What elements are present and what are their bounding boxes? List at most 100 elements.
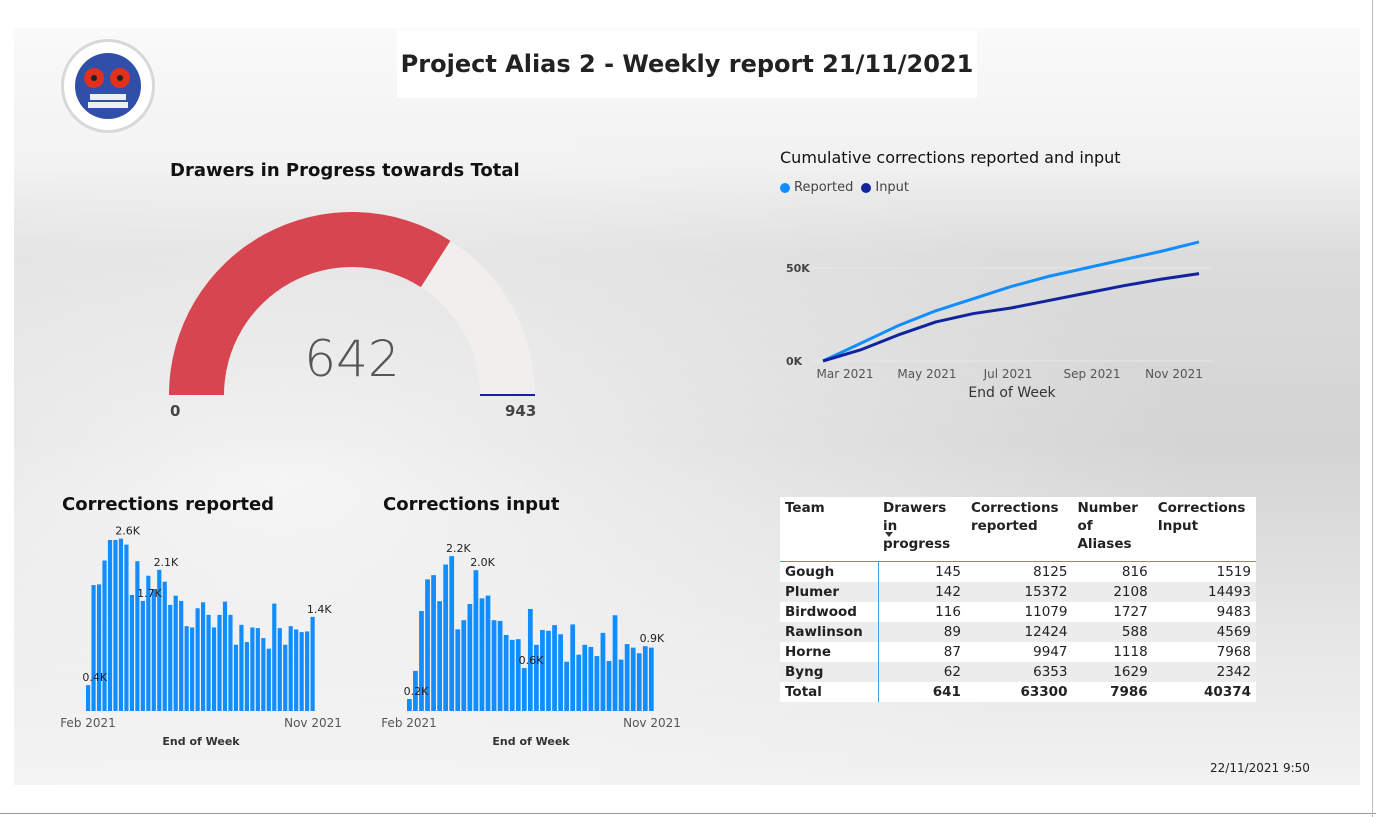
table-cell: 14493 (1152, 581, 1256, 602)
bar (564, 661, 570, 711)
bar (419, 611, 424, 711)
gauge-min: 0 (170, 402, 181, 420)
legend-reported: Reported (794, 180, 854, 195)
bar (107, 539, 113, 711)
bar (618, 659, 624, 711)
bar (195, 608, 200, 711)
column-header[interactable]: Team (780, 497, 878, 562)
x-tick: May 2021 (897, 367, 956, 381)
bar (552, 625, 557, 711)
x-tick: Feb 2021 (381, 716, 437, 730)
bar (642, 646, 648, 711)
bar (534, 644, 539, 711)
table-cell: 1118 (1113, 643, 1148, 660)
table-cell: 2342 (1152, 661, 1256, 682)
table-cell: Total (780, 681, 879, 702)
table-cell: 7986 (1110, 683, 1148, 700)
bar (135, 561, 140, 711)
bar (255, 628, 260, 711)
western-front-association-logo (61, 39, 155, 133)
column-header[interactable]: Number of Aliases (1072, 497, 1153, 562)
bar (521, 668, 527, 711)
table-cell: 142 (878, 581, 966, 602)
bar (157, 569, 162, 711)
table-cell: Plumer (780, 581, 879, 602)
table-cell: 816 (1121, 563, 1148, 580)
table-cell: 8125 (1033, 563, 1068, 580)
bar (140, 600, 145, 711)
line-chart-title: Cumulative corrections reported and inpu… (780, 148, 1121, 167)
bar (624, 644, 630, 711)
bar (118, 538, 124, 711)
timestamp: 22/11/2021 9:50 (1210, 761, 1310, 775)
x-tick: Sep 2021 (1064, 367, 1121, 381)
bar (630, 647, 636, 711)
legend: Reported Input (780, 180, 909, 195)
bar (222, 601, 228, 711)
bar (431, 575, 436, 711)
table-row: Horne 87 9947 1118 7968 (780, 641, 1256, 662)
table-cell: Birdwood (780, 601, 879, 622)
table-cell: 12424 (965, 621, 1073, 642)
bar (228, 614, 233, 711)
bar (277, 628, 282, 711)
legend-dot-reported (780, 182, 790, 193)
bar (91, 585, 96, 711)
bar (425, 579, 430, 711)
bar (413, 670, 418, 711)
bar (244, 642, 249, 711)
bar (173, 595, 178, 711)
data-label: 0.9K (640, 632, 665, 645)
bar (299, 632, 304, 711)
bar (96, 584, 102, 711)
table-cell: 9947 (1033, 643, 1068, 660)
bar (503, 634, 509, 711)
table-cell: 2108 (1072, 581, 1153, 602)
x-tick: Nov 2021 (284, 716, 342, 730)
bar-chart-title-input: Corrections input (383, 494, 560, 515)
bar (636, 653, 642, 711)
bar (558, 634, 563, 711)
bar (612, 615, 618, 711)
column-header[interactable]: Drawers in progress (878, 497, 966, 562)
bar (540, 630, 545, 711)
bar (272, 603, 277, 711)
bar (648, 647, 654, 711)
bar (443, 564, 449, 711)
bar (310, 616, 315, 711)
bar (250, 627, 255, 711)
data-label: 2.1K (154, 556, 179, 569)
table-cell: Gough (780, 561, 879, 582)
bar (588, 646, 594, 711)
column-header[interactable]: Corrections Input (1152, 497, 1256, 562)
table-cell: 11079 (1024, 603, 1068, 620)
gauge-value: 642 (304, 330, 400, 388)
column-header[interactable]: Corrections reported (965, 497, 1073, 562)
bar-chart-title-reported: Corrections reported (62, 494, 275, 515)
table-cell: Byng (780, 661, 879, 682)
bar (129, 594, 134, 711)
gauge-max: 943 (505, 402, 537, 420)
table-row: Byng 62 6353 1629 2342 (780, 661, 1256, 682)
bar (491, 620, 497, 711)
divider (1372, 0, 1373, 817)
bar (179, 600, 184, 711)
series-line-reported (822, 240, 1200, 363)
table-cell: 62 (878, 661, 966, 682)
bar (449, 556, 455, 711)
bar (124, 544, 129, 711)
table-cell: 145 (935, 563, 961, 580)
table-cell: 6353 (965, 661, 1073, 682)
report-title-box: Project Alias 2 - Weekly report 21/11/20… (397, 30, 977, 98)
sort-arrow-icon[interactable] (885, 532, 893, 537)
table-row: Plumer 142 15372 2108 14493 (780, 581, 1256, 602)
table-cell: 116 (935, 603, 961, 620)
bar (455, 629, 461, 711)
bar (233, 644, 239, 711)
bar (294, 629, 299, 711)
bar (201, 602, 206, 711)
x-axis-title: End of Week (492, 735, 570, 748)
table-cell: 63300 (1020, 683, 1068, 700)
bar (546, 630, 551, 711)
bar (261, 638, 266, 711)
